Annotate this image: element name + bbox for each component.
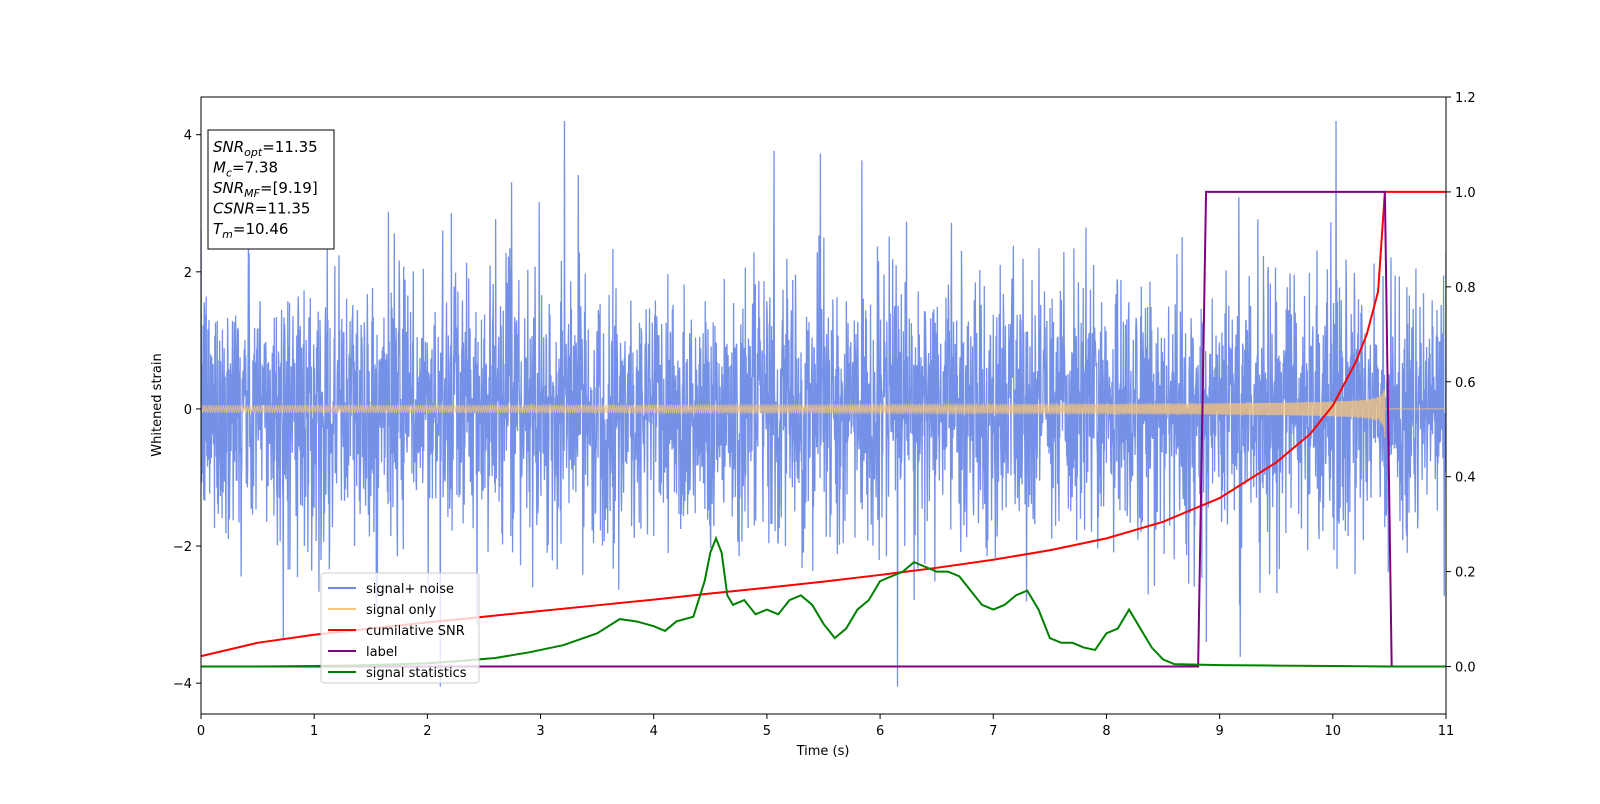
x-axis-label: Time (s) xyxy=(796,744,850,759)
right-y-tick-label: 0.0 xyxy=(1455,661,1476,676)
info-box-row: CSNR=11.35 xyxy=(213,200,310,218)
info-box-row: SNRopt=11.35 xyxy=(213,138,318,159)
x-axis: 0 1 2 3 4 5 6 7 8 9 10 11 xyxy=(197,714,1454,739)
right-y-tick-label: 0.4 xyxy=(1455,471,1476,486)
legend-frame xyxy=(320,572,480,684)
info-box-frame xyxy=(207,129,335,250)
info-box-row: Mc=7.38 xyxy=(213,159,278,180)
signal-only-series-line xyxy=(201,389,1446,438)
right-y-axis: 0.0 0.2 0.4 0.6 0.8 1.0 1.2 xyxy=(1446,91,1476,676)
legend-label: signal+ noise xyxy=(366,582,454,597)
x-tick-label: 8 xyxy=(1102,724,1110,739)
x-tick-label: 3 xyxy=(536,724,544,739)
signal-statistics-series-line xyxy=(201,535,1446,668)
right-y-tick-label: 0.2 xyxy=(1455,566,1476,581)
legend-label: signal only xyxy=(366,603,436,618)
legend: signal+ noise signal only cumilative SNR la… xyxy=(320,572,480,684)
legend-label: signal statistics xyxy=(366,666,467,681)
info-box: SNRopt=11.35Mc=7.38SNRMF=[9.19]CSNR=11.3… xyxy=(207,129,335,250)
left-y-tick-label: −2 xyxy=(173,540,192,555)
x-tick-label: 4 xyxy=(650,724,658,739)
y-axis-label: Whitened strain xyxy=(150,353,165,456)
x-tick-label: 1 xyxy=(310,724,318,739)
x-tick-label: 10 xyxy=(1325,724,1342,739)
x-tick-label: 5 xyxy=(763,724,771,739)
info-box-row: Tm=10.46 xyxy=(213,220,288,241)
right-y-tick-label: 1.2 xyxy=(1455,91,1476,106)
plot-frame xyxy=(200,96,1447,715)
x-tick-label: 6 xyxy=(876,724,884,739)
legend-label: label xyxy=(366,645,397,660)
noise-series-line xyxy=(201,120,1446,687)
left-y-tick-label: 4 xyxy=(184,129,192,144)
left-y-tick-label: −4 xyxy=(173,677,192,692)
left-y-tick-label: 0 xyxy=(184,403,192,418)
x-tick-label: 9 xyxy=(1215,724,1223,739)
right-y-tick-label: 0.6 xyxy=(1455,376,1476,391)
legend-label: cumilative SNR xyxy=(366,624,465,639)
left-y-axis: −4 −2 0 2 4 xyxy=(173,129,201,692)
info-box-row: SNRMF=[9.19] xyxy=(213,179,318,200)
x-tick-label: 7 xyxy=(989,724,997,739)
x-tick-label: 11 xyxy=(1438,724,1455,739)
x-tick-label: 2 xyxy=(423,724,431,739)
x-tick-label: 0 xyxy=(197,724,205,739)
left-y-tick-label: 2 xyxy=(184,266,192,281)
right-y-tick-label: 1.0 xyxy=(1455,186,1476,201)
right-y-tick-label: 0.8 xyxy=(1455,281,1476,296)
